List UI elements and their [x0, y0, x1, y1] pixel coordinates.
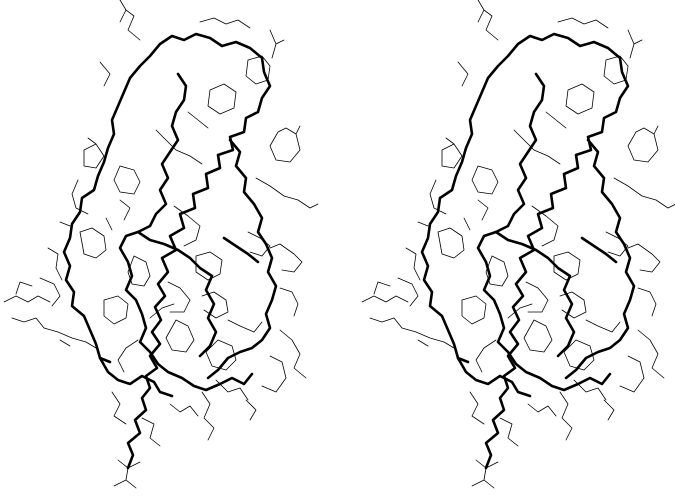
left-stereo-view — [2, 0, 320, 490]
right-stereo-view — [360, 0, 675, 490]
